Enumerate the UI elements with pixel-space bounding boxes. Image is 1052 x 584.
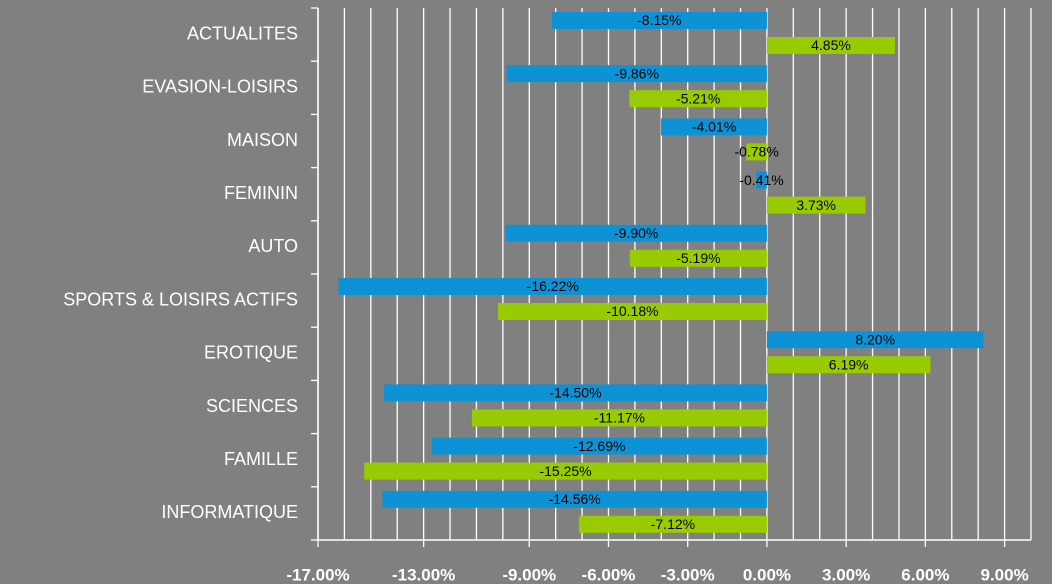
bar [766, 196, 866, 214]
bar [431, 437, 767, 455]
bar [498, 303, 767, 320]
bar [505, 224, 767, 242]
value-label: 6.19% [829, 356, 869, 372]
value-label: -11.17% [594, 410, 645, 426]
value-label: -12.69% [573, 438, 625, 454]
bar [364, 462, 767, 480]
bar [471, 409, 767, 427]
bar [384, 384, 767, 402]
bar [338, 278, 767, 295]
x-tick-label: 6.00% [901, 565, 949, 584]
value-label: -5.21% [676, 90, 720, 106]
bar [766, 356, 931, 374]
value-label: -14.50% [549, 385, 601, 401]
value-label: -9.86% [615, 65, 659, 81]
bar [629, 249, 767, 267]
y-tick-label: SCIENCES [206, 396, 298, 416]
value-label: -5.19% [676, 250, 720, 266]
value-label: -14.56% [549, 491, 601, 507]
value-label: -15.25% [539, 463, 591, 479]
y-tick-label: ACTUALITES [187, 23, 298, 43]
value-label: -8.15% [637, 12, 681, 28]
bar [382, 490, 767, 508]
value-label: -10.18% [606, 303, 658, 319]
x-tick-label: 0.00% [743, 565, 791, 584]
y-tick-label: EVASION-LOISIRS [142, 77, 298, 97]
y-tick-label: FAMILLE [224, 449, 298, 469]
x-tick-label: 3.00% [822, 565, 870, 584]
y-tick-label: INFORMATIQUE [161, 502, 298, 522]
y-tick-label: MAISON [227, 130, 298, 150]
x-tick-label: -6.00% [582, 565, 636, 584]
bar [756, 171, 767, 189]
y-tick-label: EROTIQUE [204, 343, 298, 363]
x-tick-label: -9.00% [502, 565, 556, 584]
x-tick-label: -13.00% [392, 565, 455, 584]
y-tick-label: SPORTS & LOISIRS ACTIFS [63, 289, 298, 309]
value-label: -4.01% [692, 119, 736, 135]
value-label: -16.22% [527, 278, 579, 294]
value-label: 3.73% [796, 197, 836, 213]
value-label: 8.20% [855, 331, 895, 347]
y-tick-label: AUTO [248, 236, 298, 256]
bar [766, 37, 896, 54]
x-tick-label: 9.00% [980, 565, 1028, 584]
bar [578, 515, 767, 533]
x-tick-label: -17.00% [286, 565, 349, 584]
bar [661, 118, 767, 136]
bar [629, 90, 767, 108]
value-label: -7.12% [651, 516, 695, 532]
value-label: -0.78% [734, 144, 778, 160]
bar [506, 65, 767, 83]
bar [746, 143, 767, 161]
value-label: 4.85% [811, 37, 851, 53]
y-tick-label: FEMININ [224, 183, 298, 203]
x-tick-label: -3.00% [661, 565, 715, 584]
value-label: -9.90% [614, 225, 658, 241]
bar [766, 331, 984, 349]
bar [551, 12, 767, 29]
value-label: -0.41% [739, 172, 783, 188]
